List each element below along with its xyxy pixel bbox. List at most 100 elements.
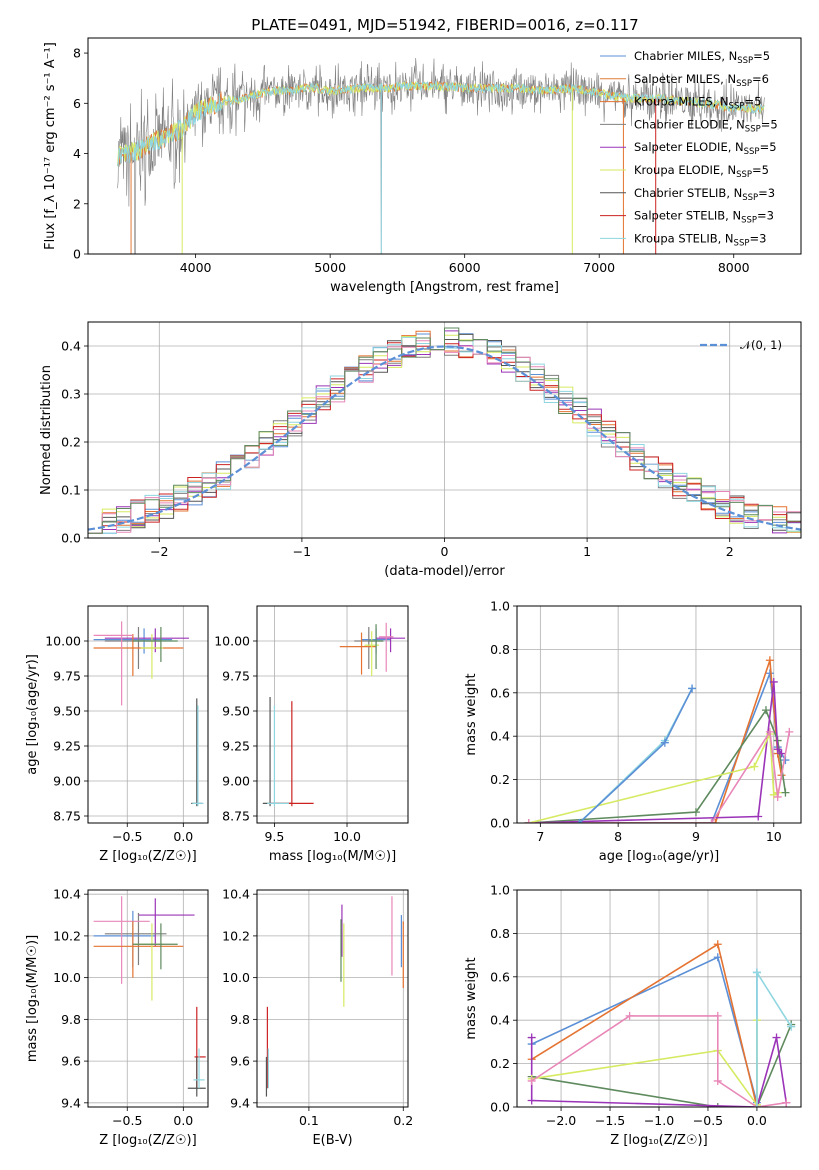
y-tick-label: 9.50 — [53, 704, 81, 719]
error-point — [135, 923, 164, 1001]
x-tick-label: −0.5 — [112, 1113, 142, 1128]
panel-z-weight: −2.0 −1.5 −1.0 −0.5 0.0 0.0 0.2 0.4 0.6 0.8 1.0 Z [… — [464, 883, 802, 1148]
weight-marker — [660, 738, 669, 747]
weight-marker — [787, 1022, 796, 1031]
y-tick-label: 8 — [73, 46, 81, 61]
normal-curve — [88, 345, 801, 531]
ebv-mass-grid — [257, 890, 408, 1107]
legend-entry: Salpeter STELIB, NSSP=3 — [634, 209, 774, 226]
y-tick-label: 6 — [73, 96, 81, 111]
weight-marker — [713, 1011, 722, 1020]
y-tick-label: 9.25 — [222, 739, 250, 754]
x-tick-label: 0.0 — [173, 1113, 193, 1128]
y-tick-label: 9.4 — [230, 1095, 250, 1110]
legend-entry: Salpeter MILES, NSSP=6 — [634, 72, 769, 89]
y-tick-label: 9.75 — [53, 669, 81, 684]
x-axis-label: age [log₁₀(age/yr)] — [599, 849, 720, 864]
weight-marker — [524, 819, 533, 823]
weight-marker — [713, 1103, 722, 1107]
error-point — [262, 697, 292, 807]
y-tick-label: 0.0 — [61, 531, 81, 546]
figure-title: PLATE=0491, MJD=51942, FIBERID=0016, z=0… — [251, 16, 638, 34]
legend-entry: Kroupa MILES, NSSP=5 — [634, 95, 761, 112]
y-tick-label: 8.75 — [222, 809, 250, 824]
x-tick-label: −1 — [293, 544, 311, 559]
y-tick-label: 9.6 — [230, 1054, 250, 1069]
y-tick-label: 4 — [73, 146, 81, 161]
error-point — [93, 896, 150, 984]
panel-age-weight: 7 8 9 10 0.0 0.2 0.4 0.6 0.8 1.0 age [log₁₀(age/yr… — [464, 599, 802, 864]
x-tick-label: 8000 — [718, 260, 750, 275]
weight-marker — [777, 749, 786, 758]
panel-residuals: −2 −1 0 1 2 0.0 0.1 0.2 0.3 0.4 (data-model)/error… — [39, 321, 802, 579]
weight-marker — [527, 1076, 536, 1085]
y-tick-label: 9.00 — [53, 774, 81, 789]
y-tick-label: 9.8 — [230, 1012, 250, 1027]
x-tick-label: 9.5 — [264, 829, 284, 844]
y-axis-label: mass [log₁₀(M/M☉)] — [25, 935, 40, 1062]
panel-ebv-mass: 0.1 0.2 9.4 9.6 9.8 10.0 10.2 10.4 E(B-V) — [222, 887, 413, 1148]
x-tick-label: −1.0 — [644, 1113, 674, 1128]
weight-marker — [773, 745, 782, 754]
weight-line — [531, 1024, 792, 1107]
weight-marker — [691, 808, 700, 817]
weight-line — [531, 1020, 758, 1107]
y-tick-label: 9.25 — [53, 739, 81, 754]
error-point — [354, 627, 384, 669]
error-point — [368, 624, 384, 669]
y-tick-label: 10.2 — [53, 928, 81, 943]
y-tick-label: 10.4 — [53, 887, 81, 902]
error-point — [132, 923, 178, 970]
error-point — [93, 621, 133, 706]
x-tick-label: 2 — [726, 544, 734, 559]
x-tick-label: 7 — [536, 829, 544, 844]
z-weight-frame — [516, 889, 802, 1108]
ebv-mass-plot-area — [265, 896, 404, 1097]
weight-marker — [782, 1098, 791, 1107]
y-tick-label: 0.0 — [490, 816, 510, 831]
legend-entry: Kroupa STELIB, NSSP=3 — [634, 231, 766, 248]
weight-marker — [750, 762, 759, 771]
y-tick-label: 0.6 — [490, 969, 510, 984]
y-tick-label: 0.4 — [61, 339, 81, 354]
error-point — [376, 628, 406, 653]
y-tick-label: 9.50 — [222, 704, 250, 719]
y-axis-label: mass weight — [464, 673, 479, 755]
weight-marker — [773, 792, 782, 801]
x-tick-label: 9 — [692, 829, 700, 844]
spectrum-frame — [87, 37, 802, 255]
y-tick-label: 0.1 — [61, 483, 81, 498]
error-point — [191, 698, 203, 807]
x-tick-label: 6000 — [449, 260, 481, 275]
z-age-frame — [87, 605, 209, 824]
y-tick-label: 10.0 — [53, 970, 81, 985]
y-tick-label: 0.3 — [61, 387, 81, 402]
x-axis-label: mass [log₁₀(M/M☉)] — [269, 849, 396, 864]
y-axis-label: Normed distribution — [39, 365, 54, 495]
y-tick-label: 0.0 — [490, 1100, 510, 1115]
spectrum-plot-area — [117, 57, 765, 254]
y-tick-label: 1.0 — [490, 883, 510, 898]
y-tick-label: 9.75 — [222, 669, 250, 684]
weight-line — [531, 956, 758, 1103]
y-tick-label: 0.6 — [490, 685, 510, 700]
y-axis-label: Flux [f_λ 10⁻¹⁷ erg cm⁻² s⁻¹ A⁻¹] — [43, 42, 58, 250]
legend-entry: Salpeter ELODIE, NSSP=5 — [634, 140, 777, 157]
panel-spectrum: 4000 5000 6000 7000 8000 0 2 4 6 8 wavelength [Ang… — [43, 37, 802, 295]
weight-marker — [765, 656, 774, 665]
y-axis-label: mass weight — [464, 957, 479, 1039]
legend-entry: Chabrier STELIB, NSSP=3 — [634, 186, 775, 203]
weight-marker — [711, 819, 720, 823]
error-point — [339, 632, 377, 675]
y-tick-label: 9.6 — [61, 1054, 81, 1069]
x-tick-label: −2 — [150, 544, 168, 559]
weight-marker — [707, 819, 716, 823]
y-tick-label: 9.8 — [61, 1012, 81, 1027]
weight-marker — [752, 968, 761, 977]
y-tick-label: 2 — [73, 196, 81, 211]
weight-marker — [765, 669, 774, 678]
x-axis-label: wavelength [Angstrom, rest frame] — [330, 280, 559, 295]
y-tick-label: 0.2 — [490, 1056, 510, 1071]
x-axis-label: Z [log₁₀(Z/Z☉)] — [610, 1133, 707, 1148]
